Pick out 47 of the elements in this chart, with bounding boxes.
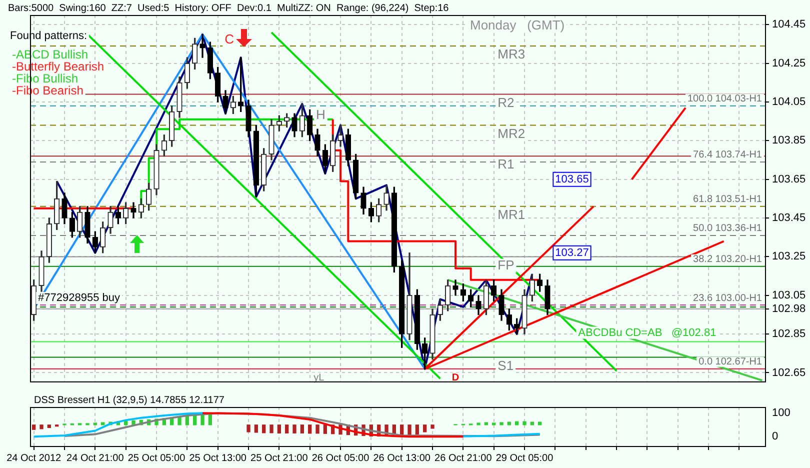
y-tick-label: 103.85 bbox=[772, 134, 806, 147]
y-tick-label: 103.25 bbox=[772, 250, 806, 263]
y-tick-label: 0 bbox=[772, 430, 778, 443]
x-tick-label: 26 Oct 05:00 bbox=[312, 452, 370, 464]
x-tick-label: 29 Oct 05:00 bbox=[496, 452, 554, 464]
y-tick-label: 104.05 bbox=[772, 96, 806, 108]
annotation: #772928955 buy bbox=[38, 292, 121, 304]
y-tick-label: 103.05 bbox=[772, 289, 806, 302]
y-tick-label: 102.98 bbox=[772, 302, 806, 315]
annotation: 103.27 bbox=[555, 246, 589, 259]
ref-line-label: 61.8 103.51-H1 bbox=[693, 194, 762, 206]
annotation: FP bbox=[498, 257, 514, 272]
annotation: R2 bbox=[498, 94, 514, 110]
x-tick-label: 26 Oct 13:00 bbox=[373, 452, 431, 464]
y-tick-label: 100 bbox=[772, 407, 790, 420]
annotation: MR1 bbox=[498, 207, 526, 222]
ref-line-label: 100.0 104.03-H1 bbox=[687, 94, 762, 105]
x-tick-label: 25 Oct 13:00 bbox=[189, 452, 247, 464]
annotation: R1 bbox=[498, 156, 514, 172]
annotation: C bbox=[224, 32, 234, 47]
ref-line-label: 50.0 103.36-H1 bbox=[693, 223, 762, 234]
annotation: S1 bbox=[498, 358, 514, 373]
ref-line-label: 0.0 102.67-H1 bbox=[698, 356, 762, 368]
y-tick-label: 102.85 bbox=[772, 328, 806, 340]
y-tick-label: 104.45 bbox=[772, 18, 806, 31]
ref-line-label: 38.2 103.20-H1 bbox=[693, 254, 762, 266]
ref-line-label: 76.4 103.74-H1 bbox=[693, 150, 762, 161]
y-tick-label: 103.65 bbox=[772, 173, 806, 186]
x-tick-label: 24 Oct 21:00 bbox=[66, 452, 124, 464]
annotation: H bbox=[316, 107, 326, 122]
annotation: MR3 bbox=[498, 46, 526, 62]
y-tick-label: 102.65 bbox=[772, 366, 806, 379]
annotation: D bbox=[452, 372, 460, 384]
annotation: 103.65 bbox=[555, 173, 589, 186]
x-tick-label: 25 Oct 21:00 bbox=[250, 452, 308, 464]
x-tick-label: 24 Oct 2012 bbox=[6, 452, 62, 464]
y-tick-label: 104.25 bbox=[772, 57, 806, 70]
x-tick-label: 25 Oct 05:00 bbox=[128, 452, 186, 464]
annotation: ABCDBu CD=AB @102.81 bbox=[578, 326, 716, 339]
text: Bars:5000 Swing:160 ZZ:7 Used:5 History: OFF Dev:0.1 MultiZZ: ON Range: (96,224) Step:16 bbox=[8, 2, 450, 14]
chart-title: DSS Bressert H1 (32,9,5) 14.7855 12.1177 bbox=[34, 394, 225, 406]
ref-line-label: 23.6 103.00-H1 bbox=[693, 292, 762, 304]
annotation: yL bbox=[314, 372, 325, 384]
annotation: Monday (GMT) bbox=[470, 18, 565, 33]
annotation: MR2 bbox=[498, 126, 526, 141]
y-tick-label: 103.45 bbox=[772, 212, 806, 224]
x-tick-label: 26 Oct 21:00 bbox=[434, 452, 492, 464]
